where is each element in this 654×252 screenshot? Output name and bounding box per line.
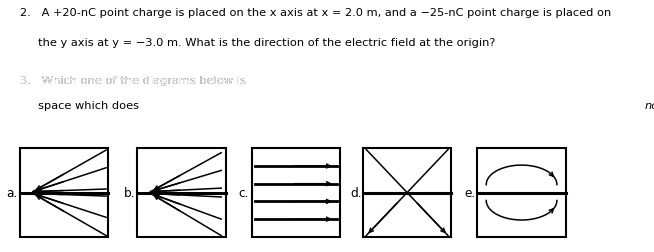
Text: 3.   Which one of the diagrams below is not: 3. Which one of the diagrams below is no…	[20, 76, 268, 86]
Bar	[363, 149, 451, 237]
Bar	[20, 149, 108, 237]
Text: b.: b.	[124, 186, 136, 199]
Bar	[477, 149, 566, 237]
Bar	[137, 149, 226, 237]
Text: d.: d.	[350, 186, 362, 199]
Text: a.: a.	[7, 186, 18, 199]
Text: e.: e.	[464, 186, 475, 199]
Text: 2.   A +20-nC point charge is placed on the x axis at x = 2.0 m, and a −25-nC po: 2. A +20-nC point charge is placed on th…	[20, 8, 611, 18]
Bar	[252, 149, 340, 237]
Text: c.: c.	[239, 186, 249, 199]
Text: space which does: space which does	[20, 101, 143, 111]
Text: 3.   Which one of the diagrams below is: 3. Which one of the diagrams below is	[20, 76, 249, 86]
Text: the y axis at y = −3.0 m. What is the direction of the electric field at the ori: the y axis at y = −3.0 m. What is the di…	[20, 38, 495, 48]
Text: not: not	[645, 101, 654, 111]
